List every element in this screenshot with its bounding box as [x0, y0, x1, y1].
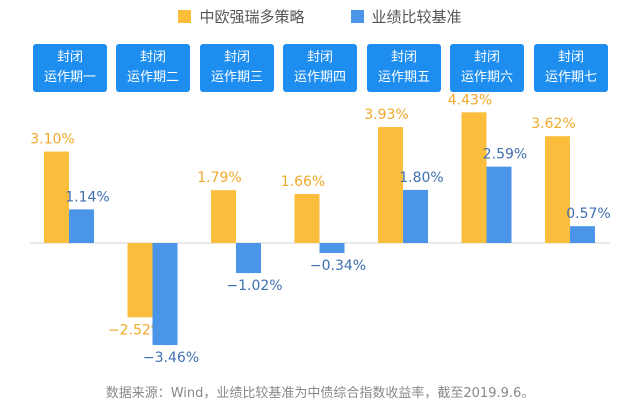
data-label-benchmark: 1.80% [399, 170, 443, 186]
data-label-strategy: 4.43% [448, 92, 492, 108]
bar-benchmark [69, 209, 94, 243]
bar-strategy [127, 243, 153, 318]
period-line1: 封闭 [306, 50, 333, 65]
period-line1: 封闭 [56, 50, 83, 65]
bar-strategy [44, 151, 69, 243]
bar-benchmark [236, 243, 261, 274]
bar-benchmark [319, 243, 345, 254]
data-label-benchmark: −1.02% [226, 278, 282, 294]
period-line2: 运作期七 [544, 70, 597, 85]
bar-strategy [378, 127, 403, 243]
bar-strategy [294, 194, 320, 243]
bar-benchmark [403, 189, 428, 243]
bar-benchmark [570, 226, 595, 243]
period-line1: 封闭 [223, 50, 250, 65]
period-line1: 封闭 [557, 50, 584, 65]
source-note: 数据来源：Wind，业绩比较基准为中债综合指数收益率，截至2019.9.6。 [105, 386, 535, 401]
period-header: 封闭 运作期七 [534, 44, 608, 92]
period-line2: 运作期四 [293, 70, 346, 85]
legend-label-benchmark: 业绩比较基准 [371, 8, 462, 26]
bar-strategy [545, 136, 570, 243]
period-line2: 运作期三 [210, 70, 263, 85]
data-label-benchmark: 1.14% [65, 189, 109, 205]
legend-swatch-strategy [178, 10, 192, 23]
period-line1: 封闭 [473, 50, 500, 65]
period-header: 封闭 运作期三 [200, 44, 274, 92]
period-header: 封闭 运作期一 [33, 44, 107, 92]
period-line2: 运作期五 [377, 70, 430, 85]
period-header: 封闭 运作期二 [116, 44, 190, 92]
bar-benchmark [152, 243, 178, 346]
period-headers: 封闭 运作期一 封闭 运作期二 封闭 运作期三 封闭 运作期四 封闭 运作期五 … [0, 44, 640, 96]
bar-strategy [211, 190, 236, 243]
data-label-benchmark: 0.57% [566, 206, 610, 222]
data-label-benchmark: 2.59% [483, 147, 527, 163]
data-label-strategy: 3.93% [364, 107, 408, 123]
data-label-benchmark: −3.46% [143, 350, 199, 366]
period-line2: 运作期六 [460, 70, 513, 85]
period-line2: 运作期二 [126, 70, 179, 85]
legend-item-strategy: 中欧强瑞多策略 [178, 6, 305, 27]
period-line2: 运作期一 [43, 70, 96, 85]
bar-strategy [461, 112, 487, 243]
legend-swatch-benchmark [350, 10, 364, 23]
period-line1: 封闭 [390, 50, 417, 65]
data-label-strategy: 1.66% [281, 174, 325, 190]
data-label-strategy: 1.79% [197, 170, 241, 186]
data-label-strategy: 3.62% [531, 116, 575, 132]
period-header: 封闭 运作期六 [450, 44, 524, 92]
legend-item-benchmark: 业绩比较基准 [350, 6, 462, 27]
legend: 中欧强瑞多策略 业绩比较基准 [0, 6, 640, 27]
bar-benchmark [486, 166, 512, 243]
data-label-strategy: −2.52% [108, 322, 164, 338]
period-header: 封闭 运作期五 [367, 44, 441, 92]
data-label-benchmark: −0.34% [310, 258, 366, 274]
legend-label-strategy: 中欧强瑞多策略 [199, 8, 305, 26]
period-line1: 封闭 [139, 50, 166, 65]
data-label-strategy: 3.10% [30, 132, 74, 148]
period-header: 封闭 运作期四 [283, 44, 357, 92]
